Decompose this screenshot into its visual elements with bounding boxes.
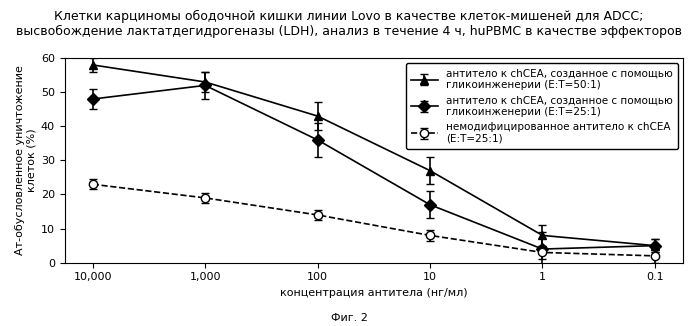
Text: Фиг. 2: Фиг. 2 <box>331 313 367 323</box>
Text: Клетки карциномы ободочной кишки линии Lovo в качестве клеток-мишеней для ADCC;
: Клетки карциномы ободочной кишки линии L… <box>16 10 682 38</box>
X-axis label: концентрация антитела (нг/мл): концентрация антитела (нг/мл) <box>280 288 468 298</box>
Legend: антитело к chCEA, созданное с помощью
гликоинженерии (E:T=50:1), антитело к chCE: антитело к chCEA, созданное с помощью гл… <box>406 63 678 149</box>
Y-axis label: Ат-обусловленное уничтожение
клеток (%): Ат-обусловленное уничтожение клеток (%) <box>15 66 36 255</box>
